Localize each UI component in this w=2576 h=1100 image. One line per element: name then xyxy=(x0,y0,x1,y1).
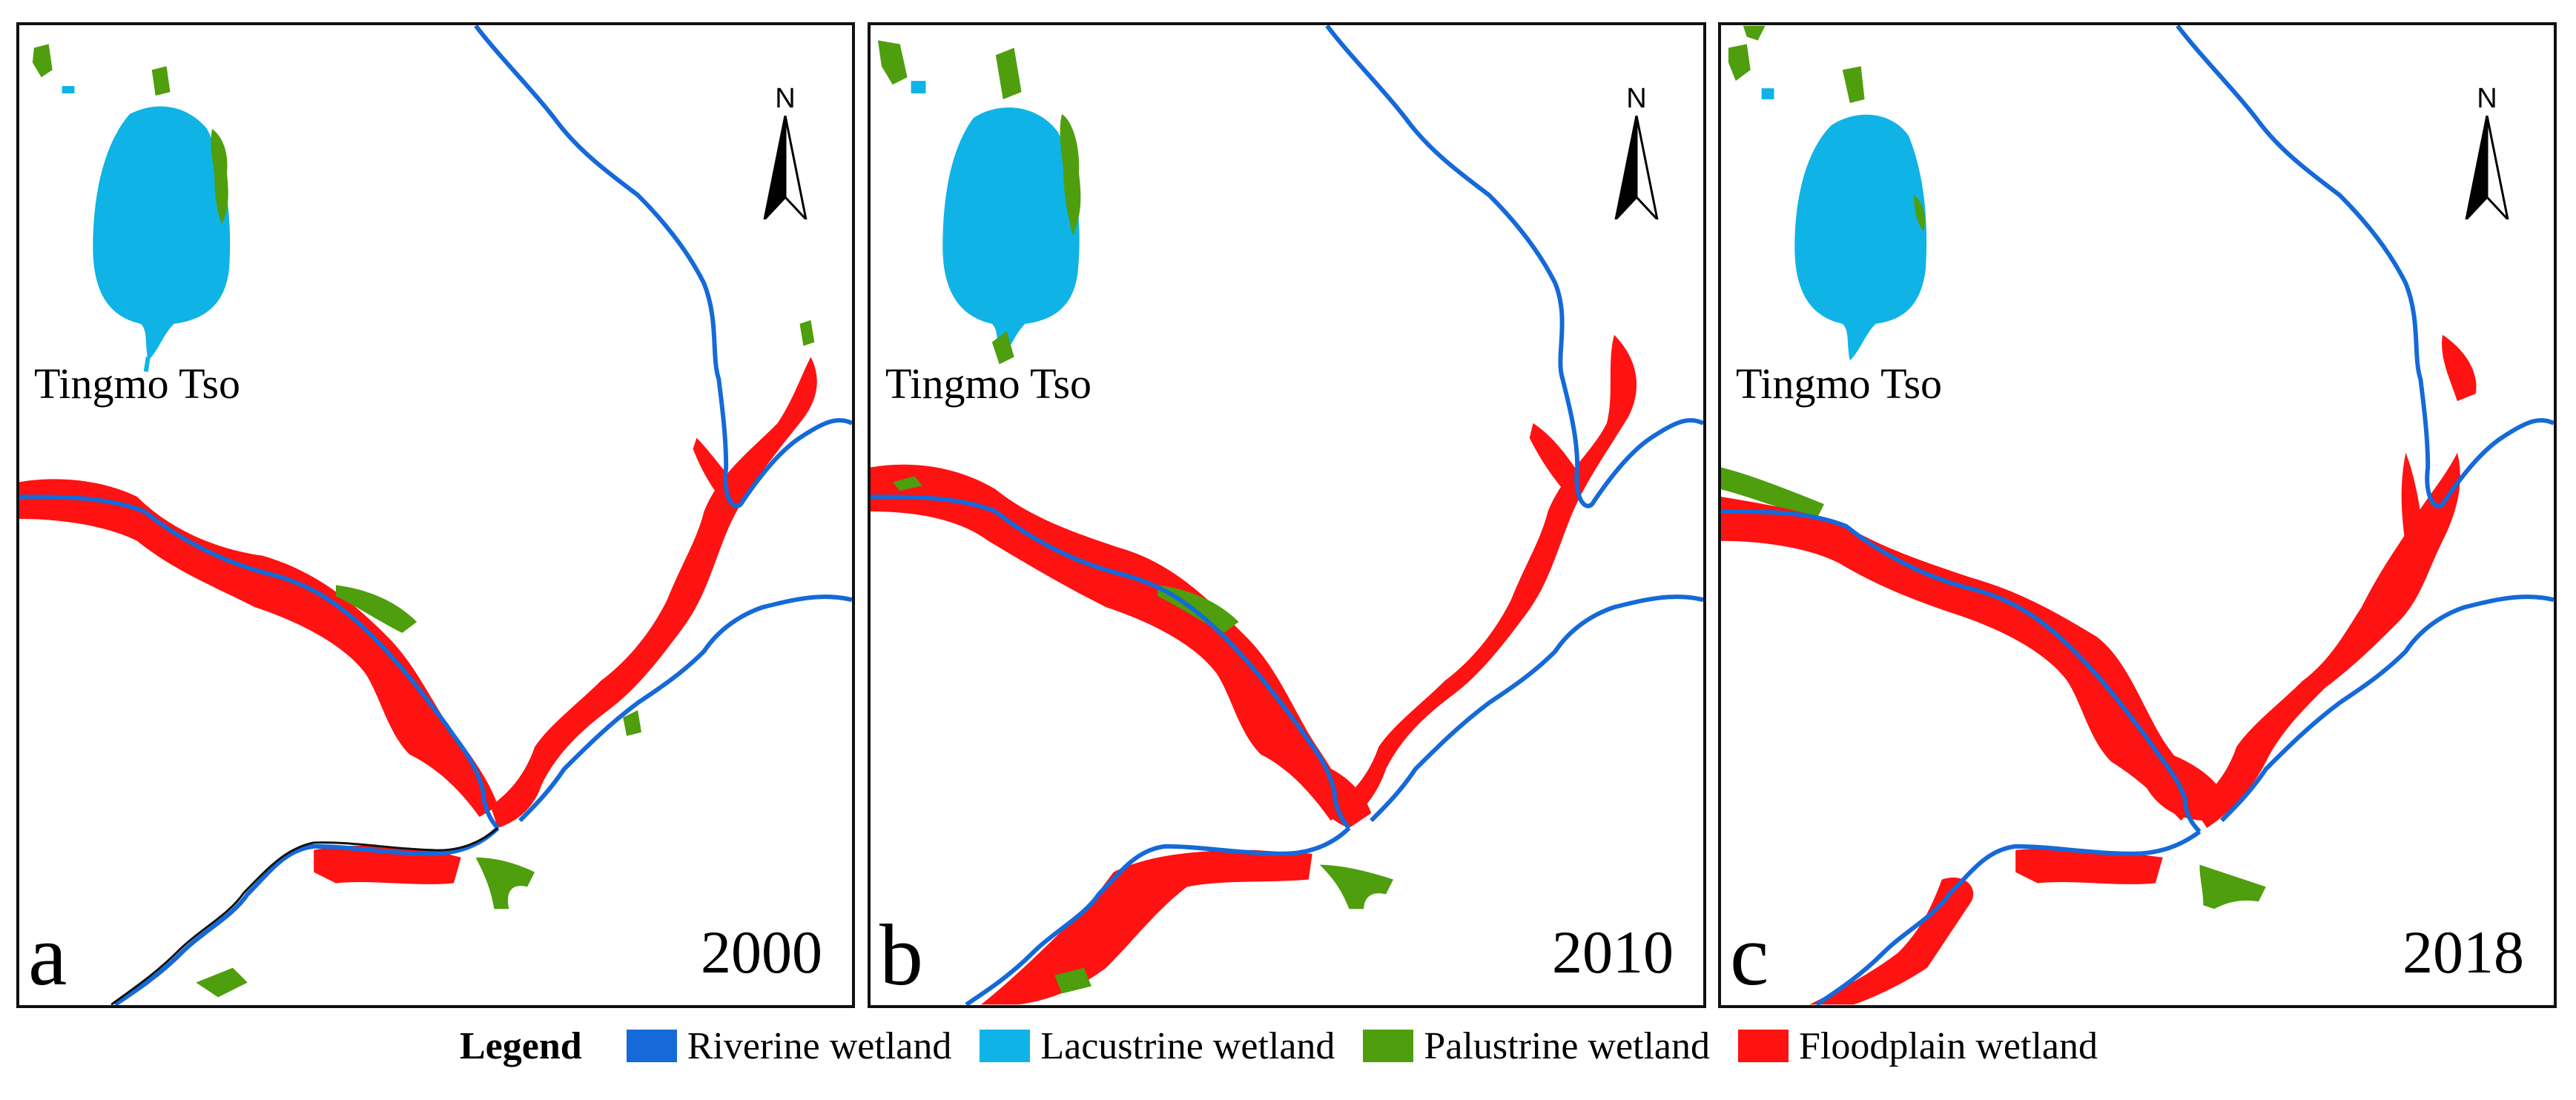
floodplain-west-branch xyxy=(1721,497,2200,821)
palustrine-small-north-1 xyxy=(877,40,908,85)
palustrine-patch-south xyxy=(475,857,535,910)
legend-title: Legend xyxy=(460,1024,582,1067)
legend: Legend Riverine wetland Lacustrine wetla… xyxy=(460,1020,2126,1072)
palustrine-small-north-2 xyxy=(995,47,1022,99)
palustrine-patch-ne xyxy=(799,319,815,346)
palustrine-small-north-2 xyxy=(151,66,171,96)
riverine-main-north xyxy=(474,25,852,508)
north-letter: N xyxy=(2477,83,2497,114)
riverine-west xyxy=(19,494,500,830)
legend-item-palustrine: Palustrine wetland xyxy=(1363,1024,1710,1068)
north-letter: N xyxy=(1626,83,1647,114)
lacustrine-small-pond xyxy=(911,81,926,94)
map-panel-2018: Tingmo Tso N c 2018 xyxy=(1718,22,2557,1008)
north-arrow: N xyxy=(756,83,815,224)
floodplain-confluence xyxy=(2144,746,2222,821)
floodplain-south xyxy=(2015,848,2163,884)
palustrine-patch-central xyxy=(335,585,417,633)
floodplain-west-branch xyxy=(19,479,498,818)
floodplain-ne-branch xyxy=(2192,452,2460,828)
palustrine-patch-east xyxy=(623,710,642,736)
wetland-map-2018 xyxy=(1721,25,2554,1005)
palustrine-lake-shore xyxy=(1914,195,1925,232)
map-panel-2010: Tingmo Tso N b 2010 xyxy=(868,22,1706,1008)
floodplain-west-branch xyxy=(871,464,1350,821)
floodplain-ne-upper xyxy=(693,437,742,505)
floodplain-ne-tributary xyxy=(2401,452,2425,549)
panel-letter: c xyxy=(1730,907,1769,1004)
wetland-map-2000 xyxy=(19,25,852,1005)
floodplain-confluence xyxy=(1304,761,1372,828)
north-arrow-icon xyxy=(1614,116,1659,219)
legend-swatch-riverine xyxy=(626,1030,677,1062)
panel-letter: a xyxy=(28,907,67,1004)
lacustrine-small-pond xyxy=(1761,88,1774,99)
riverine-west xyxy=(871,494,1351,830)
palustrine-small-north-1 xyxy=(32,44,53,78)
north-arrow: N xyxy=(1607,83,1666,224)
riverine-east-tributary xyxy=(518,594,852,823)
palustrine-small-north-3 xyxy=(1743,25,1766,41)
lake-label: Tingmo Tso xyxy=(1736,360,1943,408)
floodplain-ne-branch xyxy=(490,357,817,828)
palustrine-small-north-1 xyxy=(1728,44,1751,82)
legend-swatch-palustrine xyxy=(1363,1030,1414,1062)
legend-item-riverine: Riverine wetland xyxy=(626,1024,952,1068)
north-letter: N xyxy=(775,83,796,114)
lake-label: Tingmo Tso xyxy=(34,360,241,408)
riverine-main-north xyxy=(2176,25,2554,508)
riverine-south xyxy=(965,826,1351,1005)
palustrine-patch-south xyxy=(1319,864,1393,910)
riverine-east-tributary xyxy=(2220,594,2554,823)
floodplain-ne-upper xyxy=(2442,334,2477,402)
floodplain-ne-upper xyxy=(1529,423,1585,497)
legend-label-floodplain: Floodplain wetland xyxy=(1799,1024,2098,1067)
wetland-map-2010 xyxy=(871,25,1703,1005)
palustrine-patch-sw xyxy=(1054,967,1092,994)
north-arrow: N xyxy=(2457,83,2517,224)
riverine-east-tributary xyxy=(1370,594,1703,823)
riverine-south xyxy=(113,826,500,1005)
panel-year: 2000 xyxy=(701,918,822,986)
lake-label: Tingmo Tso xyxy=(885,360,1092,408)
north-arrow-icon xyxy=(763,116,808,219)
lacustrine-lake xyxy=(942,107,1080,361)
palustrine-patch-nw xyxy=(892,476,922,491)
floodplain-sw xyxy=(1809,877,1974,1005)
palustrine-lake-outlet xyxy=(991,331,1014,365)
lacustrine-lake xyxy=(1794,114,1927,361)
riverine-main-north xyxy=(1325,25,1703,508)
palustrine-lake-shore xyxy=(1060,113,1081,236)
panel-year: 2018 xyxy=(2402,918,2524,986)
lacustrine-lake xyxy=(93,106,231,361)
lacustrine-small-pond xyxy=(62,86,75,94)
riverine-west xyxy=(1721,509,2202,834)
legend-item-lacustrine: Lacustrine wetland xyxy=(980,1024,1335,1068)
legend-label-lacustrine: Lacustrine wetland xyxy=(1040,1024,1335,1067)
riverine-south xyxy=(1815,829,2202,1005)
legend-swatch-floodplain xyxy=(1738,1030,1789,1062)
palustrine-small-north-2 xyxy=(1842,66,1865,103)
palustrine-lake-shore xyxy=(211,128,228,225)
palustrine-patch-sw xyxy=(196,967,248,998)
palustrine-patch-south xyxy=(2199,864,2266,910)
north-arrow-icon xyxy=(2465,116,2509,219)
lake-inlet-channel xyxy=(143,357,151,372)
legend-label-palustrine: Palustrine wetland xyxy=(1424,1024,1711,1067)
legend-label-riverine: Riverine wetland xyxy=(687,1024,952,1067)
legend-item-floodplain: Floodplain wetland xyxy=(1738,1024,2098,1068)
floodplain-south xyxy=(980,849,1312,1005)
panel-letter: b xyxy=(879,907,923,1004)
riverine-south-black-line xyxy=(110,826,499,1005)
floodplain-ne-branch xyxy=(1334,334,1637,825)
legend-swatch-lacustrine xyxy=(980,1030,1031,1062)
palustrine-patch-nw xyxy=(1721,467,1825,519)
panel-year: 2010 xyxy=(1552,918,1674,986)
map-panel-2000: Tingmo Tso N a 2000 xyxy=(16,22,855,1008)
